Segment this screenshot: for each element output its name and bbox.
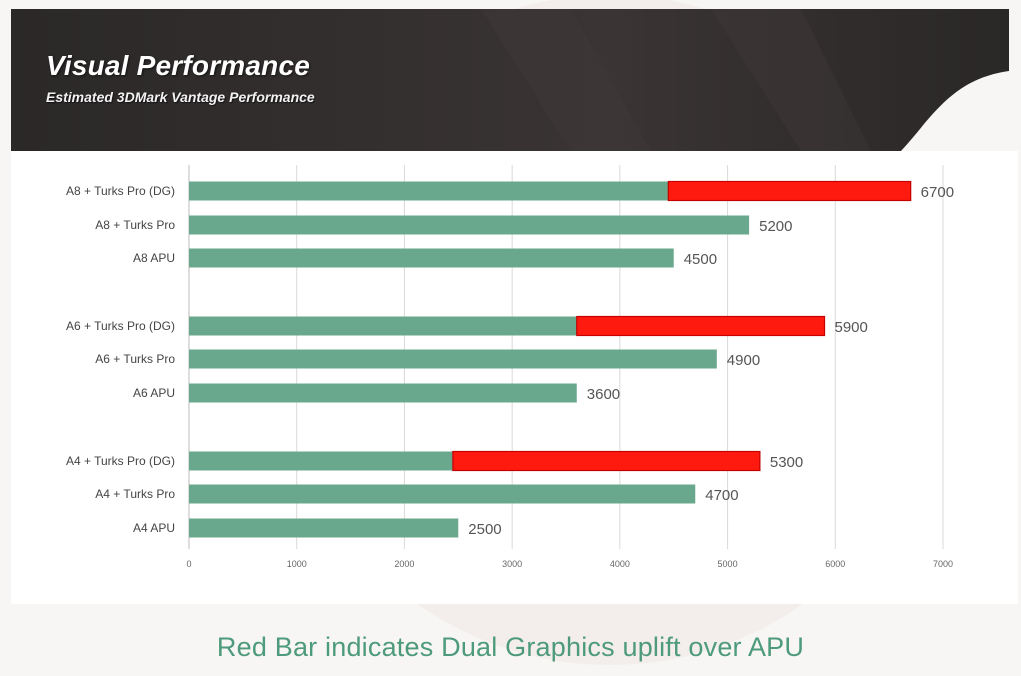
x-tick-label: 6000	[825, 559, 845, 569]
bars	[189, 180, 912, 538]
value-label: 5200	[759, 218, 792, 235]
chart-panel: A8 + Turks Pro (DG) A8 + Turks Pro A8 APU A…	[11, 151, 1018, 604]
bar-base	[189, 383, 577, 403]
category-label: A6 + Turks Pro	[95, 352, 175, 366]
bar-chart: A8 + Turks Pro (DG) A8 + Turks Pro A8 APU A…	[66, 165, 954, 569]
bar-uplift	[667, 180, 912, 202]
bar-uplift	[576, 315, 826, 337]
category-label: A6 APU	[133, 386, 175, 400]
x-tick-label: 4000	[610, 559, 630, 569]
page-subtitle: Estimated 3DMark Vantage Performance	[46, 89, 315, 105]
x-tick-label: 5000	[718, 559, 738, 569]
x-tick-label: 1000	[287, 559, 307, 569]
value-label: 6700	[921, 184, 954, 201]
category-label: A4 APU	[133, 521, 175, 535]
x-tick-labels: 0 1000 2000 3000 4000 5000 6000 7000	[186, 559, 953, 569]
value-label: 5900	[835, 319, 868, 336]
bar-base	[189, 451, 453, 471]
bar-uplift	[452, 450, 761, 472]
value-label: 4500	[684, 251, 717, 268]
x-tick-label: 0	[186, 559, 191, 569]
category-label: A8 APU	[133, 251, 175, 265]
bar-base	[189, 518, 459, 538]
page-title: Visual Performance	[46, 50, 311, 81]
bar-base	[189, 316, 577, 336]
bar-base	[189, 349, 717, 369]
bar-base	[189, 181, 669, 201]
value-labels: 6700 5200 4500 5900 4900 3600 5300 4700 2500	[468, 184, 954, 538]
x-tick-label: 7000	[933, 559, 953, 569]
x-tick-label: 2000	[394, 559, 414, 569]
category-label: A4 + Turks Pro	[95, 487, 175, 501]
value-label: 3600	[587, 386, 620, 403]
category-label: A6 + Turks Pro (DG)	[66, 319, 175, 333]
value-label: 4700	[705, 487, 738, 504]
category-label: A8 + Turks Pro (DG)	[66, 184, 175, 198]
value-label: 5300	[770, 454, 803, 471]
category-label: A8 + Turks Pro	[95, 218, 175, 232]
value-label: 4900	[727, 352, 760, 369]
category-labels: A8 + Turks Pro (DG) A8 + Turks Pro A8 APU A…	[66, 184, 175, 535]
bar-base	[189, 215, 750, 235]
value-label: 2500	[468, 521, 501, 538]
x-tick-label: 3000	[502, 559, 522, 569]
bar-base	[189, 484, 696, 504]
header-band	[11, 9, 1009, 151]
bar-base	[189, 248, 674, 268]
category-label: A4 + Turks Pro (DG)	[66, 454, 175, 468]
caption: Red Bar indicates Dual Graphics uplift o…	[216, 632, 805, 662]
